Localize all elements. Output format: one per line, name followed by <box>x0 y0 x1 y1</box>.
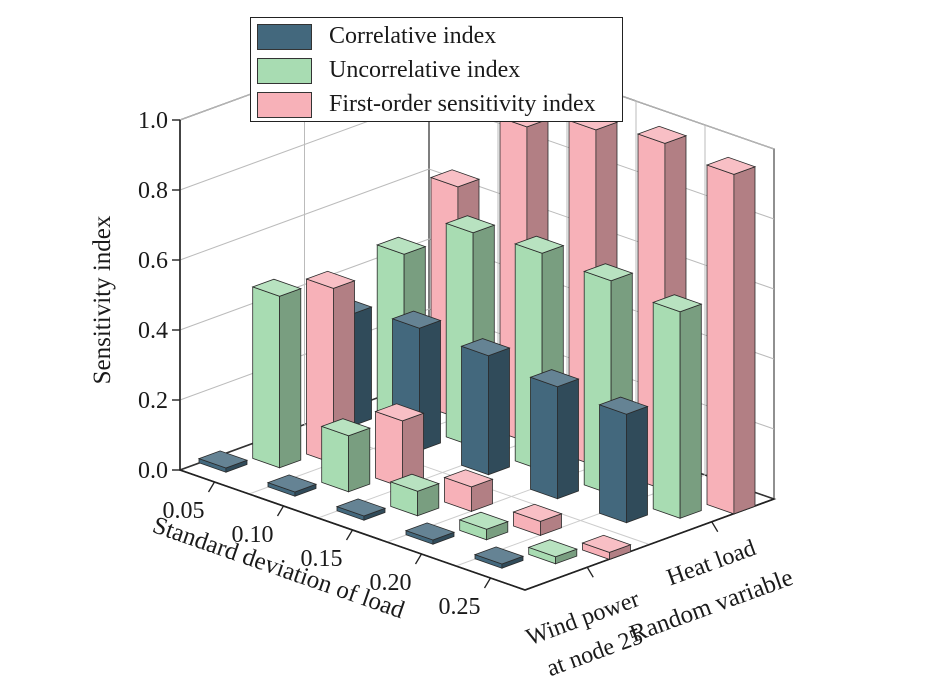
bar-s2-z0-x4 <box>581 534 632 560</box>
bar-s1-z1-x2-top <box>514 235 565 254</box>
bar-s2-z0-x1-front <box>375 410 403 488</box>
bar-s1-z0-x3 <box>458 511 509 541</box>
bar-s0-z1-x3-top <box>529 369 580 388</box>
bar-s0-z1-x2-front <box>461 345 489 476</box>
bar-s1-z0-x4 <box>527 539 578 565</box>
bar-s2-z1-x4-top <box>705 156 757 175</box>
bars-group <box>197 109 757 569</box>
bar-s1-z1-x4-front <box>652 301 681 519</box>
x-tick-0 <box>207 481 216 493</box>
legend-item-uncorrelative: Uncorrelative index <box>251 54 622 88</box>
bar-s1-z1-x4 <box>652 294 703 519</box>
bar-s2-z0-x2 <box>443 469 494 512</box>
bar-s1-z0-x0-front <box>252 286 281 469</box>
bar-s2-z0-x0 <box>305 270 356 464</box>
bar-s1-z0-x3-top <box>458 511 509 530</box>
bar-s1-z0-x0 <box>251 278 302 469</box>
bar-s2-z0-x2-top <box>443 469 494 488</box>
bar-s1-z0-x2-top <box>389 473 440 492</box>
bar-s2-z1-x4-front <box>706 164 735 515</box>
z-tick-0 <box>586 566 594 578</box>
legend-label-correlative: Correlative index <box>329 23 497 49</box>
y-tick-label-4: 0.8 <box>138 178 168 204</box>
bar-s0-z0-x2-top <box>335 498 387 517</box>
bar-s0-z0-x1 <box>266 474 318 497</box>
bar-s0-z0-x3 <box>404 522 456 545</box>
x-tick-1 <box>276 505 285 517</box>
bar-s1-z0-x1 <box>320 418 371 493</box>
x-tick-4 <box>483 577 492 589</box>
y-tick-label-0: 0.0 <box>138 458 168 484</box>
bar-s1-z0-x0-side <box>279 288 302 469</box>
y-tick-label-3: 0.6 <box>138 248 168 274</box>
bar-s0-z1-x2-top <box>460 338 511 357</box>
legend: Correlative index Uncorrelative index Fi… <box>250 17 623 122</box>
bar-s1-z0-x1-front <box>321 425 350 493</box>
bar-s0-z0-x4-top <box>473 546 525 565</box>
legend-item-correlative: Correlative index <box>251 20 622 54</box>
bar-s0-z0-x0-top <box>197 450 249 469</box>
legend-swatch-correlative <box>257 24 312 50</box>
bar-s2-z1-x4 <box>705 156 757 515</box>
bar-s2-z0-x1-top <box>374 403 425 422</box>
x-tick-2 <box>345 529 354 541</box>
bar-s1-z1-x3-top <box>583 263 634 282</box>
bar-s2-z0-x0-top <box>305 270 356 289</box>
bar-s1-z1-x4-side <box>679 303 702 519</box>
bar-s1-z1-x1-top <box>445 215 496 234</box>
bar-s1-z0-x1-top <box>320 418 371 437</box>
bar-s0-z1-x2 <box>460 338 511 476</box>
bar-s1-z0-x0-top <box>251 278 302 297</box>
bar-s1-z0-x1-side <box>348 427 371 493</box>
bar-s0-z1-x3-front <box>530 376 558 500</box>
x-axis-title: Standard deviation of load <box>149 512 408 625</box>
z-axis-line <box>524 498 775 591</box>
bar-s0-z0-x1-top <box>266 474 318 493</box>
bar-s0-z1-x4-side <box>626 405 648 524</box>
legend-label-uncorrelative: Uncorrelative index <box>329 57 521 83</box>
x-tick-3 <box>414 553 423 565</box>
bar-s2-z1-x3-top <box>636 125 688 144</box>
bar-s0-z1-x1-top <box>391 310 442 329</box>
bar-s2-z1-x0-top <box>429 169 481 188</box>
bar-s1-z1-x0-top <box>376 236 427 255</box>
x-tick-label-0: 0.05 <box>163 498 205 524</box>
bar-s0-z0-x0 <box>197 450 249 473</box>
legend-swatch-uncorrelative <box>257 58 312 84</box>
bar-s2-z0-x1 <box>374 403 425 488</box>
legend-swatch-first-order <box>257 92 312 118</box>
bar-s0-z0-x4 <box>473 546 525 569</box>
y-tick-label-1: 0.2 <box>138 388 168 414</box>
x-tick-label-2: 0.15 <box>301 546 343 572</box>
bar-s0-z1-x3-side <box>557 378 579 500</box>
y-axis-title: Sensitivity index <box>89 215 116 384</box>
bar-s1-z0-x2 <box>389 473 440 517</box>
x-tick-label-4: 0.25 <box>439 594 481 620</box>
bar-s2-z0-x4-top <box>581 534 632 553</box>
bar-s1-z0-x4-top <box>527 539 578 558</box>
bar-s2-z1-x4-side <box>733 166 756 515</box>
bar-s0-z0-x2 <box>335 498 387 521</box>
bar-s0-z1-x3 <box>529 369 580 500</box>
x-tick-label-3: 0.20 <box>370 570 412 596</box>
legend-item-first-order: First-order sensitivity index <box>251 88 622 122</box>
legend-label-first-order: First-order sensitivity index <box>329 91 596 117</box>
y-tick-label-2: 0.4 <box>138 318 168 344</box>
bar-s0-z1-x2-side <box>487 347 510 476</box>
bar-s2-z0-x3 <box>512 503 563 536</box>
z-tick-1 <box>711 521 719 533</box>
y-tick-label-5: 1.0 <box>138 108 168 134</box>
bar-s0-z1-x4 <box>598 396 649 524</box>
bar-s0-z0-x3-top <box>404 522 456 541</box>
x-tick-label-1: 0.10 <box>232 522 274 548</box>
bar-s1-z1-x4-top <box>652 294 703 313</box>
bar-s0-z1-x4-front <box>599 404 627 524</box>
bar-s0-z1-x4-top <box>598 396 649 415</box>
bar-s2-z0-x3-top <box>512 503 563 522</box>
